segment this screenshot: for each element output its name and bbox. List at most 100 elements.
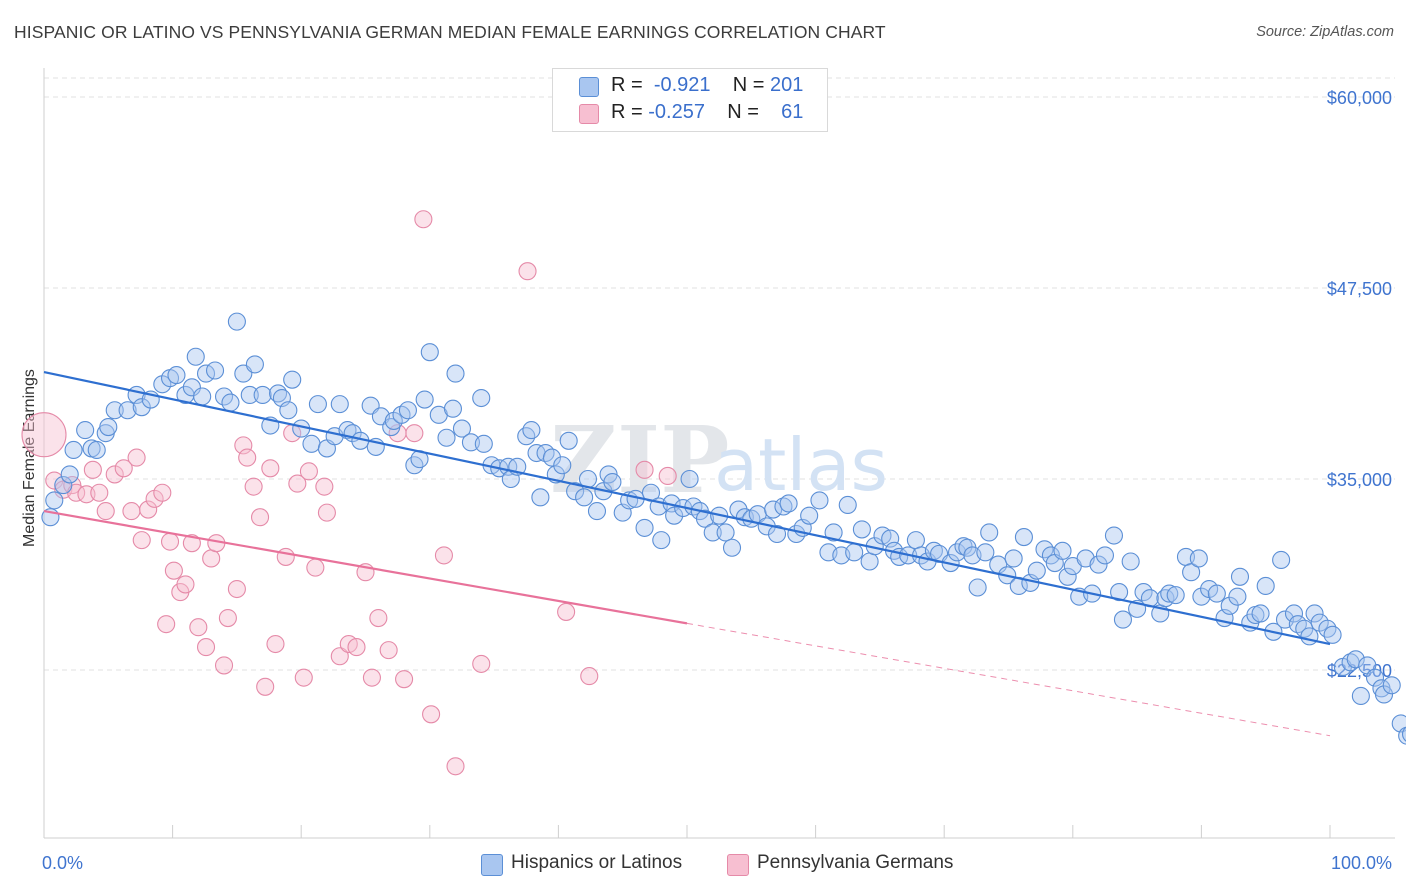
watermark-atlas: atlas <box>714 423 888 507</box>
data-point-hispanic <box>446 364 465 383</box>
data-point-hispanic <box>308 395 327 414</box>
data-point-hispanic <box>635 518 654 537</box>
legend-swatch-blue <box>481 854 503 876</box>
data-point-hispanic <box>1053 541 1072 560</box>
data-point-pennsylvania-german <box>288 474 307 493</box>
data-point-pennsylvania-german <box>114 459 133 478</box>
legend-swatch-pink <box>579 104 599 124</box>
data-point-hispanic <box>779 494 798 513</box>
data-point-pennsylvania-german <box>306 558 325 577</box>
data-point-pennsylvania-german <box>518 262 537 281</box>
data-point-pennsylvania-german <box>127 448 146 467</box>
data-point-pennsylvania-german <box>294 668 313 687</box>
data-point-hispanic <box>764 500 783 519</box>
data-point-pennsylvania-german <box>635 460 654 479</box>
data-point-pennsylvania-german <box>182 534 201 553</box>
data-point-hispanic <box>824 523 843 542</box>
data-point-hispanic <box>553 456 572 475</box>
data-point-pennsylvania-german <box>21 412 67 458</box>
data-point-pennsylvania-german <box>405 424 424 443</box>
data-point-hispanic <box>1251 604 1270 623</box>
data-point-pennsylvania-german <box>160 532 180 551</box>
data-point-hispanic <box>1089 555 1108 574</box>
data-point-hispanic <box>1027 561 1046 580</box>
legend-n-value: 61 <box>781 101 804 123</box>
data-point-pennsylvania-german <box>422 705 441 724</box>
data-point-hispanic <box>64 440 83 460</box>
series-pennsylvania-germans <box>21 210 677 776</box>
data-point-hispanic <box>443 399 462 418</box>
data-point-hispanic <box>398 401 417 420</box>
data-point-pennsylvania-german <box>369 608 388 628</box>
data-point-hispanic <box>193 387 212 406</box>
data-point-hispanic <box>980 523 999 542</box>
legend-label-hispanics: Hispanics or Latinos <box>511 852 683 873</box>
data-point-hispanic <box>118 401 137 420</box>
data-point-hispanic <box>76 421 95 440</box>
correlation-legend: R = -0.921 N = 201 R = -0.257 N = 61 <box>552 68 828 132</box>
data-point-pennsylvania-german <box>157 615 176 634</box>
data-point-hispanic <box>420 343 439 362</box>
data-point-hispanic <box>1189 549 1208 568</box>
data-point-pennsylvania-german <box>315 477 334 496</box>
data-point-hispanic <box>680 469 699 489</box>
data-point-hispanic <box>60 465 79 484</box>
source-label: Source: ZipAtlas.com <box>1256 24 1394 40</box>
data-point-hispanic <box>703 523 722 542</box>
data-point-hispanic <box>838 495 857 515</box>
chart-title: HISPANIC OR LATINO VS PENNSYLVANIA GERMA… <box>14 22 886 42</box>
trend-lines <box>43 370 1331 737</box>
data-point-hispanic <box>87 440 106 460</box>
y-axis-label: Median Female Earnings <box>21 369 38 547</box>
data-point-pennsylvania-german <box>250 508 270 527</box>
data-point-hispanic <box>587 502 607 521</box>
data-point-hispanic <box>302 434 321 453</box>
data-point-hispanic <box>722 538 742 557</box>
data-point-hispanic <box>1272 550 1291 570</box>
data-point-pennsylvania-german <box>227 579 246 599</box>
data-point-hispanic <box>452 419 472 438</box>
data-point-hispanic <box>1166 586 1185 605</box>
data-point-hispanic <box>1110 583 1129 602</box>
data-point-hispanic <box>1160 584 1179 603</box>
data-point-hispanic <box>283 370 302 389</box>
data-point-hispanic <box>182 378 201 397</box>
data-point-pennsylvania-german <box>379 641 398 660</box>
y-tick-label: $60,000 <box>1327 88 1392 108</box>
x-tick-label: 100.0% <box>1331 853 1392 873</box>
data-point-hispanic <box>968 578 987 597</box>
y-tick-labels: $22,500$35,000$47,500$60,000 <box>1327 88 1392 681</box>
legend-n-label: N = <box>727 101 759 123</box>
data-point-pennsylvania-german <box>139 500 158 519</box>
data-point-hispanic <box>1014 528 1033 547</box>
x-tick-labels: 0.0% 100.0% <box>42 853 1392 873</box>
data-point-pennsylvania-german <box>189 618 208 637</box>
data-point-hispanic <box>167 366 186 385</box>
data-point-pennsylvania-german <box>261 459 280 478</box>
data-point-hispanic <box>1288 615 1307 634</box>
trend-line-pennsylvania-extension <box>686 622 1331 737</box>
data-point-hispanic <box>1256 576 1275 596</box>
data-point-hispanic <box>767 524 787 544</box>
data-point-hispanic <box>575 488 594 507</box>
legend-r-label: R = <box>611 101 643 123</box>
data-point-hispanic <box>45 491 64 510</box>
data-point-hispanic <box>1207 584 1226 603</box>
data-point-hispanic <box>1401 726 1406 742</box>
data-point-hispanic <box>566 482 585 501</box>
data-point-hispanic <box>1351 686 1370 706</box>
data-point-pennsylvania-german <box>256 677 275 696</box>
data-point-pennsylvania-german <box>238 448 257 467</box>
data-point-pennsylvania-german <box>580 667 599 686</box>
watermark: ZIP atlas <box>550 406 888 514</box>
data-point-hispanic <box>1058 567 1077 586</box>
data-point-pennsylvania-german <box>122 502 141 521</box>
trend-line-pennsylvania <box>43 510 688 625</box>
data-point-pennsylvania-german <box>244 477 263 496</box>
data-point-hispanic <box>536 443 555 463</box>
data-point-hispanic <box>105 401 124 420</box>
data-point-hispanic <box>716 523 735 542</box>
data-point-hispanic <box>1230 567 1250 586</box>
data-point-hispanic <box>472 388 491 408</box>
data-point-hispanic <box>474 434 493 453</box>
